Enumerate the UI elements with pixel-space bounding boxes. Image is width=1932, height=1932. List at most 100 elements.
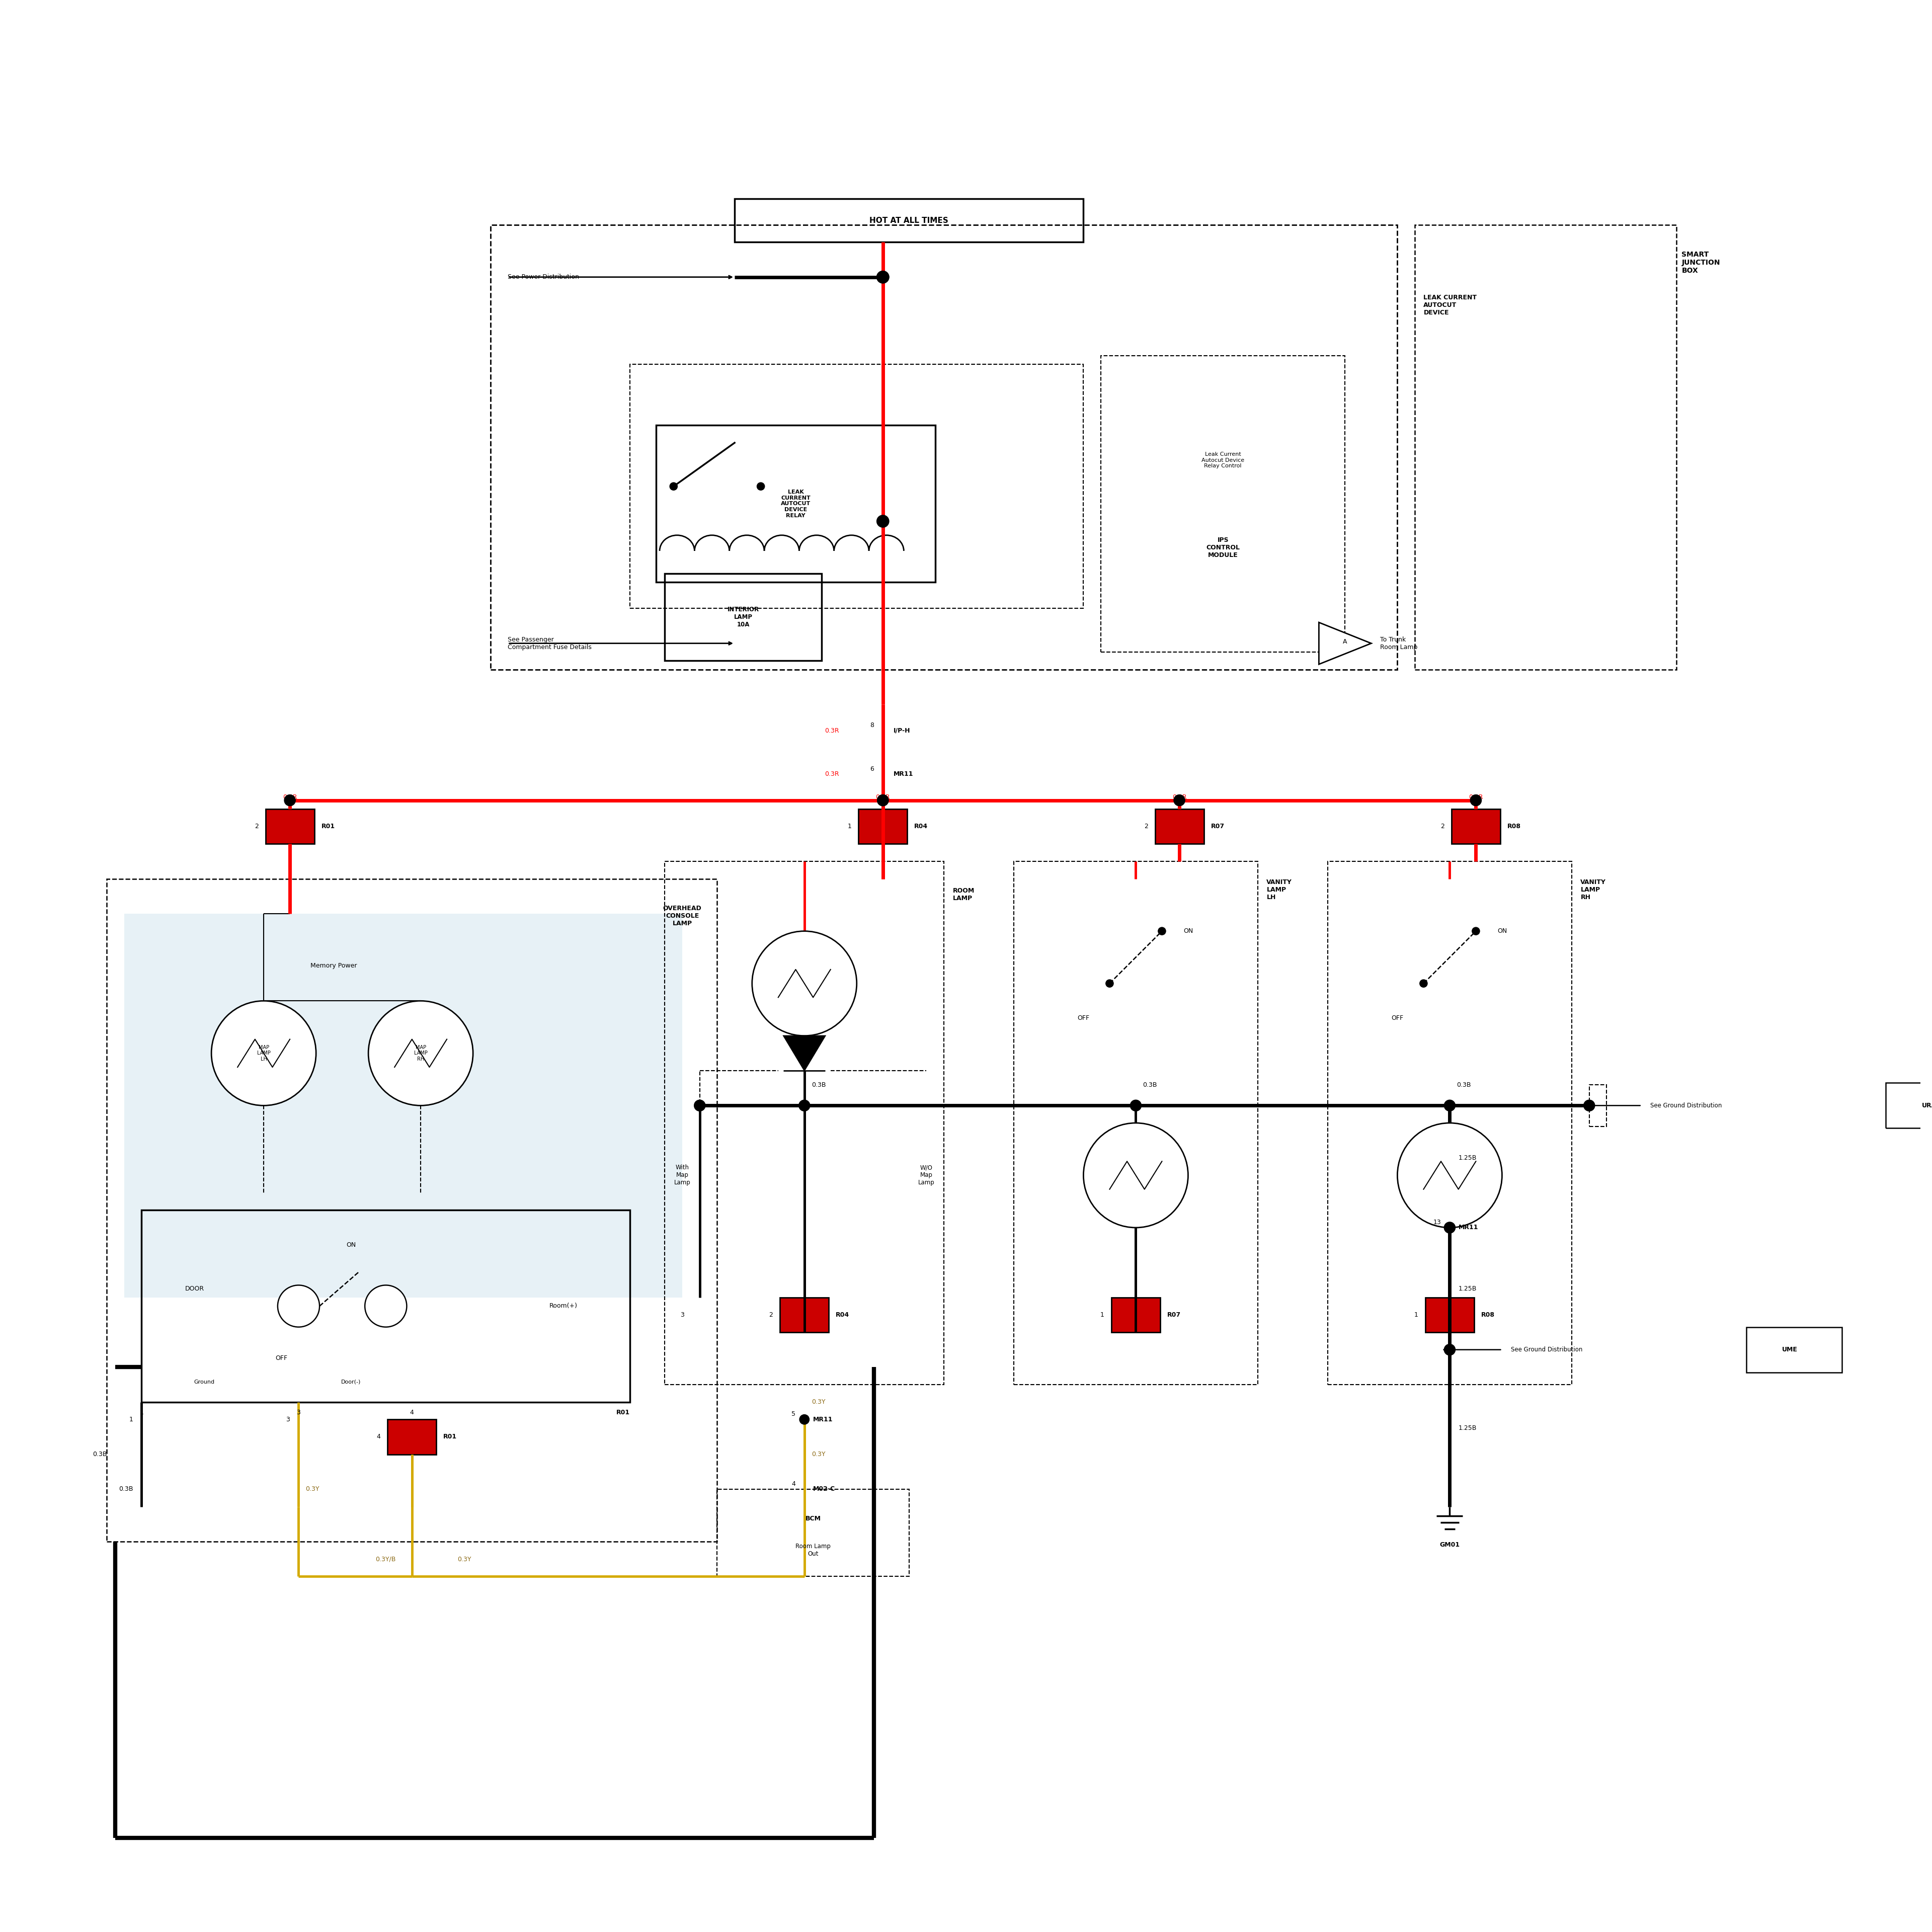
Text: 3: 3 xyxy=(680,1312,684,1318)
Text: 0.3R: 0.3R xyxy=(825,726,838,734)
Circle shape xyxy=(798,1099,810,1111)
Bar xyxy=(1327,862,1573,1385)
Circle shape xyxy=(1470,794,1482,806)
Text: MR11: MR11 xyxy=(1459,1225,1478,1231)
Text: 0.3B: 0.3B xyxy=(1142,1082,1157,1088)
Circle shape xyxy=(877,270,889,284)
Circle shape xyxy=(877,794,889,806)
Circle shape xyxy=(1084,1122,1188,1227)
Text: 0.3R: 0.3R xyxy=(1468,794,1484,800)
Text: HOT AT ALL TIMES: HOT AT ALL TIMES xyxy=(869,216,949,224)
Text: 0.3Y: 0.3Y xyxy=(811,1399,825,1405)
Text: MR11: MR11 xyxy=(813,1416,833,1422)
Text: Ground: Ground xyxy=(193,1379,214,1385)
Text: UME: UME xyxy=(1781,1347,1797,1352)
Text: 0.3B: 0.3B xyxy=(118,1486,133,1493)
Bar xyxy=(1426,1298,1474,1333)
Circle shape xyxy=(877,794,889,806)
Text: R01: R01 xyxy=(616,1408,630,1416)
Text: 1: 1 xyxy=(1414,1312,1418,1318)
Circle shape xyxy=(284,794,296,806)
Text: ON: ON xyxy=(1182,927,1192,935)
Bar xyxy=(781,1298,829,1333)
Text: M02-C: M02-C xyxy=(813,1486,835,1493)
Text: 0.3R: 0.3R xyxy=(1173,794,1186,800)
Text: MR11: MR11 xyxy=(893,771,914,777)
Text: R04: R04 xyxy=(837,1312,850,1318)
Circle shape xyxy=(1472,927,1480,935)
Circle shape xyxy=(1443,1223,1455,1233)
Bar xyxy=(1747,1327,1841,1372)
Bar xyxy=(665,574,821,661)
Circle shape xyxy=(1157,927,1165,935)
Bar xyxy=(734,199,1084,242)
Bar xyxy=(858,810,908,844)
Text: OFF: OFF xyxy=(1078,1014,1090,1022)
Text: MAP
LAMP
RH: MAP LAMP RH xyxy=(413,1045,427,1061)
Circle shape xyxy=(211,1001,317,1105)
Text: See Passenger
Compartment Fuse Details: See Passenger Compartment Fuse Details xyxy=(508,636,591,651)
Text: See Ground Distribution: See Ground Distribution xyxy=(1511,1347,1582,1352)
Text: 2: 2 xyxy=(1441,823,1445,829)
Text: R01: R01 xyxy=(321,823,334,829)
Bar xyxy=(717,1490,910,1577)
Text: ROOM
LAMP: ROOM LAMP xyxy=(952,887,974,902)
Text: With
Map
Lamp: With Map Lamp xyxy=(674,1165,690,1186)
Text: LEAK CURRENT
AUTOCUT
DEVICE: LEAK CURRENT AUTOCUT DEVICE xyxy=(1424,294,1476,317)
Text: 0.3R: 0.3R xyxy=(282,794,298,800)
Text: Room Lamp
Out: Room Lamp Out xyxy=(796,1544,831,1557)
Text: 0.3R: 0.3R xyxy=(825,771,838,777)
Bar xyxy=(141,1209,630,1403)
Text: R07: R07 xyxy=(1211,823,1225,829)
Circle shape xyxy=(1584,1099,1594,1111)
Text: 4: 4 xyxy=(377,1434,381,1439)
Text: 0.3B: 0.3B xyxy=(93,1451,106,1457)
Text: A: A xyxy=(1343,638,1347,645)
Bar xyxy=(1590,1084,1607,1126)
Bar xyxy=(1451,810,1501,844)
Circle shape xyxy=(278,1285,319,1327)
Text: 5: 5 xyxy=(792,1410,796,1418)
Text: OFF: OFF xyxy=(1391,1014,1403,1022)
Text: 4: 4 xyxy=(792,1480,796,1488)
Text: 1: 1 xyxy=(139,1408,143,1416)
Text: 1: 1 xyxy=(848,823,852,829)
Text: 0.3Y: 0.3Y xyxy=(305,1486,319,1493)
Circle shape xyxy=(752,931,856,1036)
Text: 8: 8 xyxy=(869,723,873,728)
Text: OFF: OFF xyxy=(274,1354,288,1362)
Circle shape xyxy=(694,1099,705,1111)
Text: MAP
LAMP
LH: MAP LAMP LH xyxy=(257,1045,270,1061)
Text: 1.25B: 1.25B xyxy=(1459,1285,1476,1293)
Text: GM01: GM01 xyxy=(1439,1542,1461,1548)
Text: 13: 13 xyxy=(1434,1219,1441,1225)
Bar xyxy=(657,425,935,582)
Text: 0.3Y/B: 0.3Y/B xyxy=(375,1555,396,1563)
Bar xyxy=(1101,355,1345,653)
Circle shape xyxy=(1130,1099,1142,1111)
Circle shape xyxy=(800,1414,810,1424)
Circle shape xyxy=(1443,1099,1455,1111)
Circle shape xyxy=(1443,1345,1455,1354)
Circle shape xyxy=(365,1285,408,1327)
Text: 6: 6 xyxy=(869,765,873,773)
Text: W/O
Map
Lamp: W/O Map Lamp xyxy=(918,1165,935,1186)
Text: BCM: BCM xyxy=(806,1515,821,1522)
Text: VANITY
LAMP
LH: VANITY LAMP LH xyxy=(1267,879,1293,900)
Circle shape xyxy=(369,1001,473,1105)
Bar xyxy=(388,1420,437,1455)
Text: 1.25B: 1.25B xyxy=(1459,1426,1476,1432)
Text: 0.3R: 0.3R xyxy=(875,794,891,800)
Text: SMART
JUNCTION
BOX: SMART JUNCTION BOX xyxy=(1681,251,1719,274)
Text: ON: ON xyxy=(1497,927,1507,935)
Bar xyxy=(1414,224,1677,670)
Bar xyxy=(1155,810,1204,844)
Text: 0.3B: 0.3B xyxy=(1457,1082,1470,1088)
Text: 1: 1 xyxy=(1101,1312,1105,1318)
Circle shape xyxy=(1420,980,1428,987)
Bar xyxy=(491,224,1397,670)
Bar xyxy=(265,810,315,844)
Circle shape xyxy=(877,270,889,284)
Text: DOOR: DOOR xyxy=(185,1285,205,1293)
Text: ON: ON xyxy=(346,1242,355,1248)
